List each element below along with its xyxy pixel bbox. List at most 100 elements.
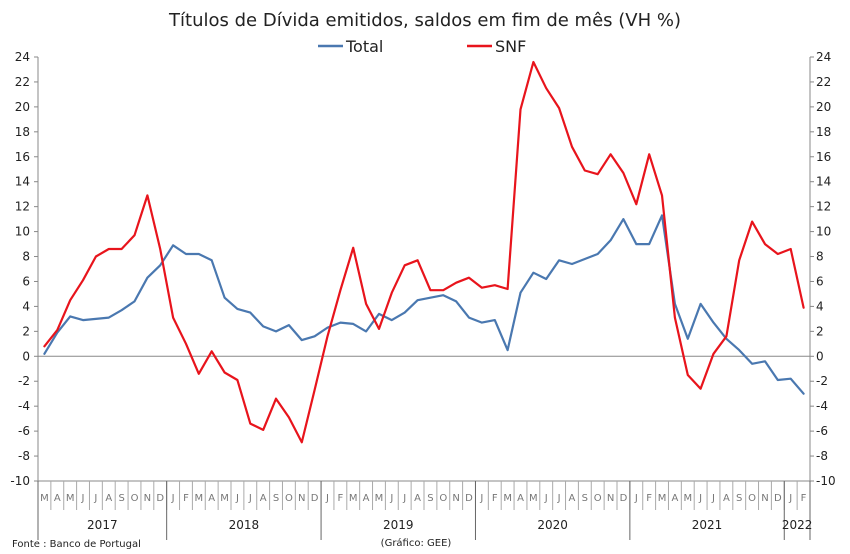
- month-label: M: [195, 493, 204, 504]
- year-label: 2017: [87, 518, 118, 532]
- month-label: A: [723, 493, 730, 504]
- month-label: A: [517, 493, 524, 504]
- y-tick-label: 14: [816, 175, 831, 189]
- month-label: N: [607, 493, 614, 504]
- month-label: D: [465, 493, 473, 504]
- y-tick-label: 6: [816, 274, 824, 288]
- y-tick-label: 10: [816, 225, 831, 239]
- month-label: N: [761, 493, 768, 504]
- month-label: F: [492, 493, 498, 504]
- y-tick-label: 18: [816, 125, 831, 139]
- year-label: 2019: [383, 518, 414, 532]
- month-label: J: [81, 493, 85, 504]
- y-tick-label: 0: [22, 349, 30, 363]
- month-label: J: [544, 493, 548, 504]
- y-tick-label: 4: [816, 299, 824, 313]
- month-label: O: [131, 493, 139, 504]
- month-label: M: [683, 493, 692, 504]
- legend-label-snf: SNF: [495, 37, 526, 56]
- month-label: A: [569, 493, 576, 504]
- month-label: A: [414, 493, 421, 504]
- month-label: J: [389, 493, 393, 504]
- month-label: S: [273, 493, 279, 504]
- month-label: J: [93, 493, 97, 504]
- year-label: 2022: [782, 518, 813, 532]
- month-label: N: [144, 493, 151, 504]
- month-label: A: [671, 493, 678, 504]
- y-tick-label: -4: [816, 399, 828, 413]
- month-label: M: [349, 493, 358, 504]
- y-tick-label: 12: [15, 200, 30, 214]
- legend-label-total: Total: [345, 37, 383, 56]
- y-tick-label: 22: [15, 75, 30, 89]
- y-tick-label: 6: [22, 274, 30, 288]
- year-label: 2020: [537, 518, 568, 532]
- month-label: N: [452, 493, 459, 504]
- month-label: F: [646, 493, 652, 504]
- month-label: A: [363, 493, 370, 504]
- y-tick-label: 20: [15, 100, 30, 114]
- month-label: F: [801, 493, 807, 504]
- y-tick-label: -10: [816, 474, 836, 488]
- month-label: J: [235, 493, 239, 504]
- month-label: J: [171, 493, 175, 504]
- month-label: J: [788, 493, 792, 504]
- y-tick-label: -2: [18, 374, 30, 388]
- axes: [34, 56, 814, 540]
- month-label: N: [298, 493, 305, 504]
- y-tick-label: 22: [816, 75, 831, 89]
- y-tick-label: 0: [816, 349, 824, 363]
- y-tick-label: -8: [18, 449, 30, 463]
- legend: Total SNF: [318, 37, 526, 56]
- month-label: M: [220, 493, 229, 504]
- month-label: M: [375, 493, 384, 504]
- y-tick-label: 8: [22, 250, 30, 264]
- month-label: D: [156, 493, 164, 504]
- month-label: O: [594, 493, 602, 504]
- month-label: A: [54, 493, 61, 504]
- month-label: J: [711, 493, 715, 504]
- y-tick-label: 20: [816, 100, 831, 114]
- y-tick-label: 18: [15, 125, 30, 139]
- month-label: J: [557, 493, 561, 504]
- month-label: S: [118, 493, 124, 504]
- year-label: 2021: [692, 518, 723, 532]
- month-label: S: [427, 493, 433, 504]
- y-tick-label: -4: [18, 399, 30, 413]
- y-tick-label: 8: [816, 250, 824, 264]
- y-tick-label: 2: [816, 324, 824, 338]
- series-line-total: [43, 214, 805, 395]
- y-tick-label: -10: [10, 474, 30, 488]
- y-tick-label: -6: [18, 424, 30, 438]
- month-label: M: [658, 493, 667, 504]
- month-label: A: [260, 493, 267, 504]
- source-note: Fonte : Banco de Portugal: [12, 539, 141, 550]
- month-label: J: [479, 493, 483, 504]
- month-label: O: [285, 493, 293, 504]
- y-tick-label: -2: [816, 374, 828, 388]
- credit-note: (Gráfico: GEE): [381, 537, 452, 549]
- y-tick-label: 24: [15, 50, 30, 64]
- month-label: J: [402, 493, 406, 504]
- month-label: M: [66, 493, 75, 504]
- month-label: J: [248, 493, 252, 504]
- month-label: J: [634, 493, 638, 504]
- month-label: M: [503, 493, 512, 504]
- year-labels: 2017 2018 2019 2020 2021 2022: [87, 518, 812, 532]
- y-tick-label: 4: [22, 299, 30, 313]
- y-tick-label: 12: [816, 200, 831, 214]
- month-label: O: [748, 493, 756, 504]
- series-lines: [43, 60, 805, 444]
- month-label: J: [698, 493, 702, 504]
- month-label: D: [311, 493, 319, 504]
- month-label: F: [183, 493, 189, 504]
- month-label: M: [40, 493, 49, 504]
- y-tick-label: 16: [15, 150, 30, 164]
- month-label: S: [582, 493, 588, 504]
- month-label: D: [620, 493, 628, 504]
- y-tick-label: 24: [816, 50, 831, 64]
- y-tick-label: 2: [22, 324, 30, 338]
